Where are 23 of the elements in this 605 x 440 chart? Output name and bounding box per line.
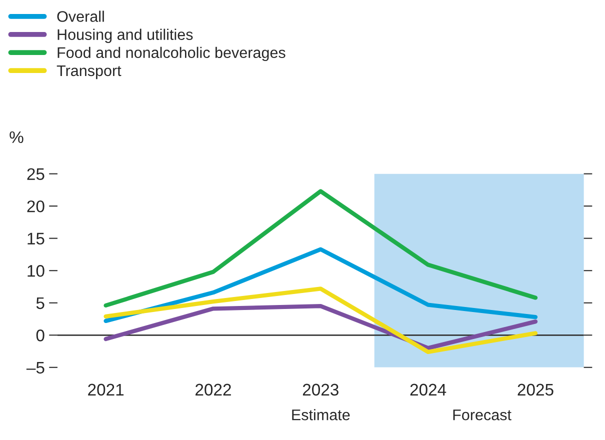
line-series xyxy=(104,304,538,350)
x-tick-label: 2022 xyxy=(196,384,231,396)
legend-label: Housing and utilities xyxy=(58,28,193,43)
line-series xyxy=(104,286,538,354)
x-tick-label: 2021 xyxy=(88,384,124,396)
line-series xyxy=(104,247,538,324)
y-tick-label: 15 xyxy=(28,232,44,245)
legend-label: Food and nonalcoholic beverages xyxy=(58,46,286,62)
y-tick-label: 10 xyxy=(28,265,44,277)
y-axis-title: % xyxy=(10,131,24,144)
line-series xyxy=(104,189,538,308)
y-tick-label: –5 xyxy=(26,362,44,374)
y-tick-label: 20 xyxy=(27,200,44,212)
band-label: Forecast xyxy=(453,410,512,420)
y-tick-label: 25 xyxy=(27,168,44,180)
legend-label: Transport xyxy=(56,65,122,80)
y-tick-label: 5 xyxy=(36,297,44,310)
y-tick-label: 0 xyxy=(36,330,44,342)
x-tick-label: 2024 xyxy=(410,384,446,396)
text: Estimate xyxy=(292,409,350,420)
legend-label: Overall xyxy=(57,10,104,22)
x-tick-label: 2023 xyxy=(302,384,338,396)
x-tick-label: 2025 xyxy=(518,384,554,396)
